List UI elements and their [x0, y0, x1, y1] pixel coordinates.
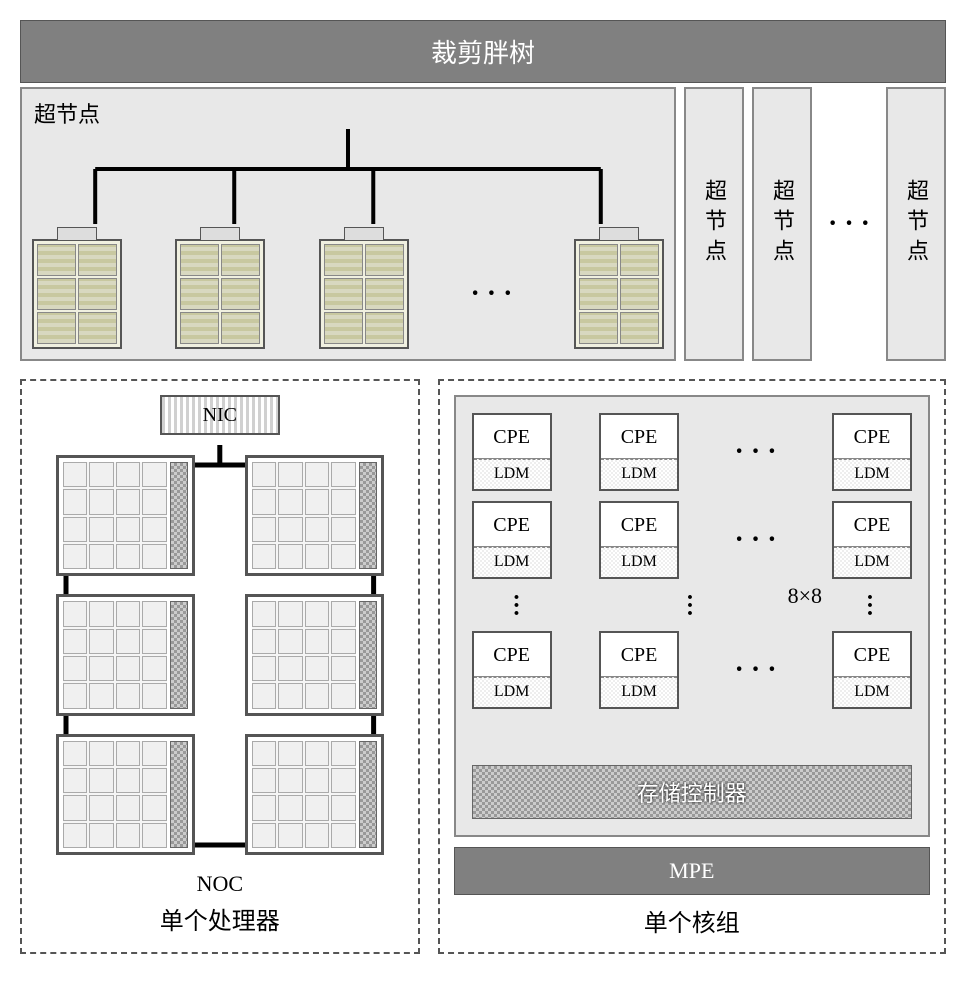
memory-controller: 存储控制器	[472, 765, 912, 819]
core-group-block	[56, 455, 195, 576]
cpe-block: CPELDM	[832, 501, 912, 579]
ellipsis: · · ·	[727, 524, 785, 556]
cpe-block: CPELDM	[832, 631, 912, 709]
core-group-block	[56, 734, 195, 855]
supernode-row: 超节点 · · · 超节点 超节点 · · · 超节点	[20, 87, 946, 361]
core-group-block	[56, 594, 195, 715]
ellipsis: · · ·	[820, 208, 878, 240]
core-group-caption: 单个核组	[454, 903, 930, 938]
grid-size-label: 8×8	[788, 583, 822, 609]
ellipsis: · · ·	[727, 654, 785, 686]
supernode-collapsed: 超节点	[886, 87, 946, 361]
rack	[32, 239, 122, 349]
supernode-label: 超节点	[34, 97, 100, 129]
proc-grid	[36, 445, 404, 865]
vdots: ···	[675, 593, 702, 617]
supernode-expanded: 超节点 · · ·	[20, 87, 676, 361]
cpe-row: CPELDM CPELDM · · · CPELDM	[472, 501, 912, 579]
core-group-block	[245, 455, 384, 576]
mpe-block: MPE	[454, 847, 930, 895]
core-group-block	[245, 594, 384, 715]
vdots: ···	[855, 593, 882, 617]
rack-row: · · ·	[32, 239, 664, 349]
ellipsis: · · ·	[462, 278, 520, 310]
vdots: ···	[502, 593, 529, 617]
cpe-block: CPELDM	[472, 631, 552, 709]
supernode-collapsed: 超节点	[752, 87, 812, 361]
cpe-block: CPELDM	[832, 413, 912, 491]
cpe-block: CPELDM	[472, 501, 552, 579]
fat-tree-header: 裁剪胖树	[20, 20, 946, 83]
supernode-tree: · · ·	[32, 129, 664, 349]
core-group-body: CPELDM CPELDM · · · CPELDM CPELDM CPELDM…	[454, 395, 930, 837]
processor-body	[36, 445, 404, 865]
core-group-panel: CPELDM CPELDM · · · CPELDM CPELDM CPELDM…	[438, 379, 946, 954]
cpe-block: CPELDM	[599, 413, 679, 491]
core-group-block	[245, 734, 384, 855]
cpe-block: CPELDM	[599, 631, 679, 709]
nic-block: NIC	[160, 395, 280, 435]
rack	[175, 239, 265, 349]
vdots-row: ··· ··· ···	[472, 593, 912, 617]
noc-label: NOC	[36, 871, 404, 897]
rack	[319, 239, 409, 349]
cpe-block: CPELDM	[472, 413, 552, 491]
ellipsis: · · ·	[727, 436, 785, 468]
cpe-grid: CPELDM CPELDM · · · CPELDM CPELDM CPELDM…	[472, 413, 912, 753]
cpe-row: CPELDM CPELDM · · · CPELDM	[472, 413, 912, 491]
processor-panel: NIC NOC 单个处理器	[20, 379, 420, 954]
supernode-collapsed: 超节点	[684, 87, 744, 361]
cpe-block: CPELDM	[599, 501, 679, 579]
processor-caption: 单个处理器	[36, 901, 404, 936]
detail-row: NIC NOC 单个处理器 CPELDM CPELDM	[20, 379, 946, 954]
rack	[574, 239, 664, 349]
cpe-row: CPELDM CPELDM · · · CPELDM	[472, 631, 912, 709]
